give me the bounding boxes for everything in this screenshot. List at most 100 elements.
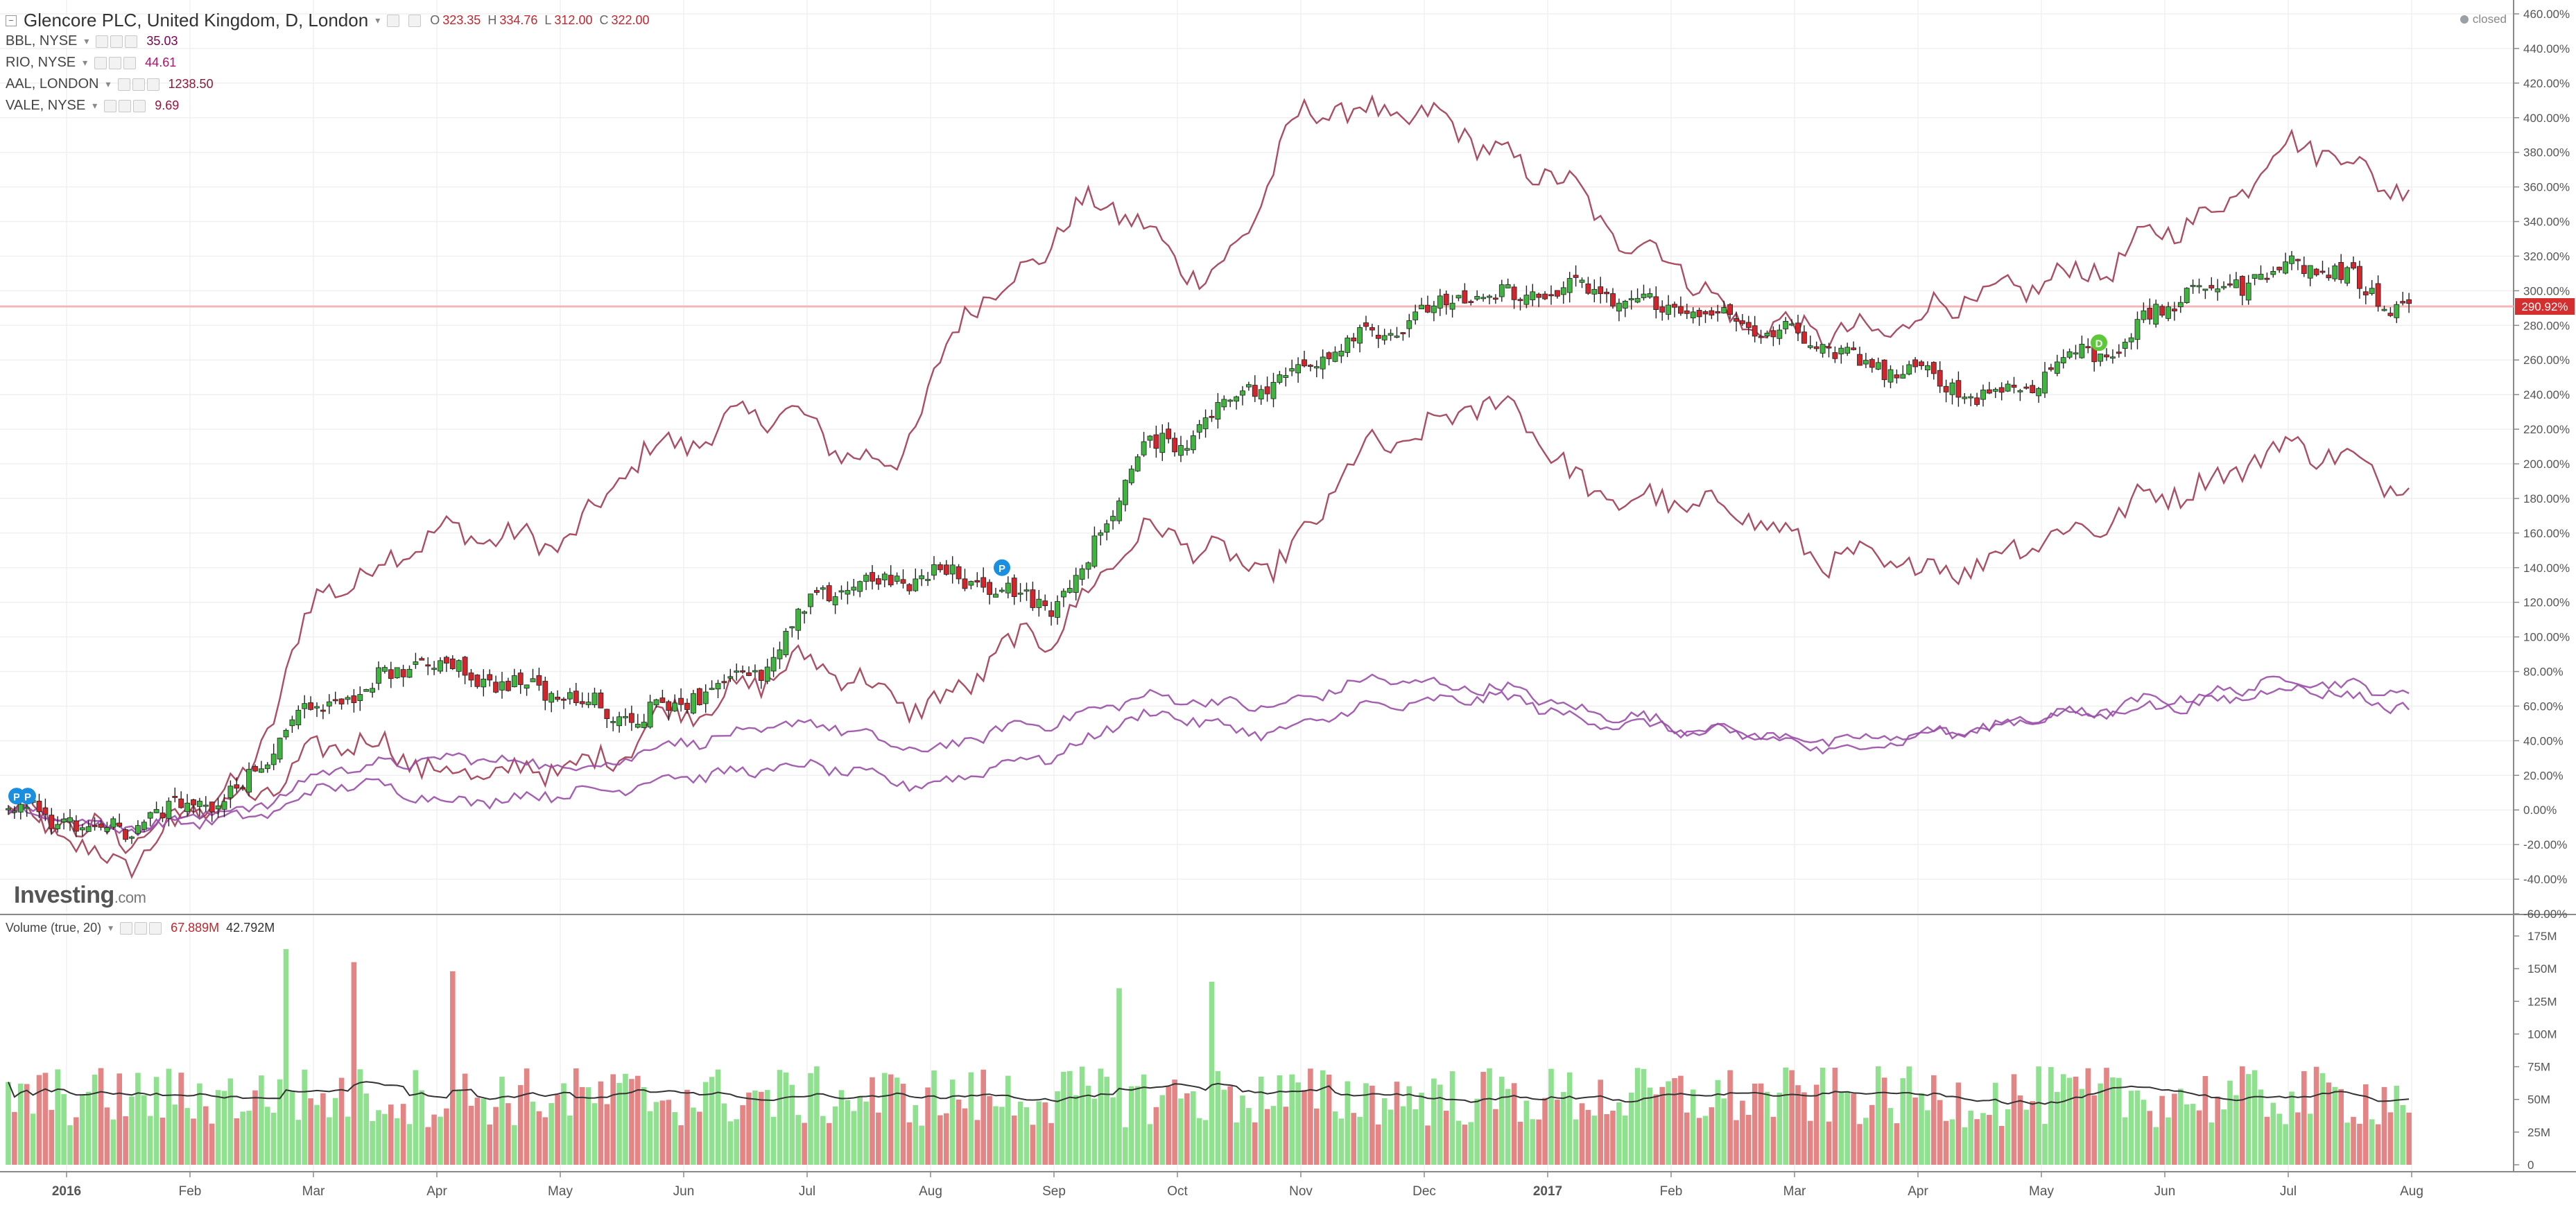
candle-body	[1425, 304, 1430, 313]
candle-body	[1437, 295, 1443, 309]
settings-icon[interactable]	[387, 14, 400, 27]
volume-bar	[2178, 1089, 2184, 1165]
candle-body	[2066, 351, 2073, 358]
candle-body	[1419, 304, 1424, 309]
volume-bar	[1826, 1121, 1832, 1165]
volume-bar	[1314, 1108, 1320, 1165]
volume-bar	[1091, 1098, 1098, 1165]
volume-bar	[1345, 1081, 1351, 1165]
volume-bar	[524, 1068, 530, 1165]
candle-body	[863, 575, 869, 582]
candle-body	[789, 626, 795, 629]
candle-body	[2048, 367, 2054, 370]
volume-bar	[1055, 1091, 1060, 1165]
candle-body	[376, 667, 381, 684]
settings-icon[interactable]	[119, 99, 132, 112]
close-icon[interactable]	[408, 14, 422, 27]
symbol-title[interactable]: Glencore PLC, United Kingdom, D, London	[24, 10, 369, 31]
visibility-icon[interactable]	[94, 56, 107, 69]
chevron-down-icon[interactable]: ▾	[83, 57, 88, 68]
compare-symbol: AAL, LONDON	[6, 76, 99, 92]
candle-body	[2344, 267, 2351, 284]
visibility-icon[interactable]	[117, 78, 130, 91]
candle-body	[1980, 390, 1986, 400]
candle-body	[1190, 435, 1196, 451]
compare-row-vale[interactable]: VALE, NYSE ▾ 9.69	[6, 98, 179, 114]
candle-body	[2073, 352, 2079, 355]
chevron-down-icon[interactable]: ▾	[108, 922, 114, 933]
volume-bar	[1178, 1098, 1184, 1165]
settings-icon[interactable]	[135, 922, 148, 935]
settings-icon[interactable]	[110, 35, 123, 48]
volume-bar	[530, 1101, 536, 1165]
close-icon[interactable]	[125, 35, 138, 48]
y-tick-label: 180.00%	[2523, 492, 2570, 505]
candle-body	[1579, 279, 1585, 283]
candle-body	[1548, 294, 1554, 297]
volume-bar	[74, 1117, 79, 1165]
compare-symbol: VALE, NYSE	[6, 98, 86, 113]
visibility-icon[interactable]	[104, 99, 117, 112]
volume-bar	[419, 1090, 425, 1165]
volume-bar	[438, 1116, 443, 1165]
volume-header[interactable]: Volume (true, 20) ▾ 67.889M 42.792M	[6, 921, 275, 935]
candle-body	[129, 836, 135, 839]
volume-bar	[1678, 1075, 1684, 1165]
dividend-marker-icon[interactable]: D	[2091, 334, 2107, 352]
candle-body	[1690, 311, 1696, 319]
candle-body	[493, 682, 499, 693]
candle-body	[1363, 322, 1369, 327]
candle-body	[1734, 318, 1739, 322]
volume-bar	[2344, 1122, 2350, 1165]
visibility-icon[interactable]	[96, 35, 109, 48]
compare-row-bbl[interactable]: BBL, NYSE ▾ 35.03	[6, 33, 178, 49]
volume-bar	[666, 1100, 672, 1165]
collapse-icon[interactable]: −	[6, 15, 17, 26]
compare-symbol: BBL, NYSE	[6, 33, 78, 49]
candle-body	[2239, 276, 2245, 296]
event-marker-icon[interactable]: P	[994, 559, 1010, 576]
event-marker-icon[interactable]: P	[19, 788, 36, 805]
volume-bar	[1777, 1093, 1783, 1165]
volume-bar	[851, 1111, 857, 1165]
chevron-down-icon[interactable]: ▾	[84, 35, 89, 46]
volume-bar	[659, 1100, 666, 1165]
candle-body	[925, 579, 931, 581]
volume-bar	[209, 1123, 215, 1165]
volume-bar	[1381, 1098, 1388, 1165]
candle-body	[431, 668, 437, 670]
volume-bar	[2394, 1086, 2400, 1165]
candle-body	[2270, 270, 2276, 275]
x-tick-label: Aug	[919, 1184, 942, 1199]
compare-row-rio[interactable]: RIO, NYSE ▾ 44.61	[6, 55, 176, 71]
chevron-down-icon[interactable]: ▾	[105, 78, 111, 89]
close-icon[interactable]	[146, 78, 159, 91]
candle-body	[2023, 386, 2030, 389]
candle-body	[1598, 286, 1604, 295]
compare-row-aal[interactable]: AAL, LONDON ▾ 1238.50	[6, 76, 214, 92]
settings-icon[interactable]	[109, 56, 122, 69]
candle-body	[1116, 501, 1122, 521]
close-icon[interactable]	[133, 99, 146, 112]
visibility-icon[interactable]	[120, 922, 133, 935]
volume-bar	[240, 1111, 245, 1165]
candle-body	[937, 564, 943, 571]
volume-bar	[1308, 1068, 1313, 1165]
settings-icon[interactable]	[132, 78, 145, 91]
chevron-down-icon[interactable]: ▾	[92, 100, 98, 111]
candle-body	[1178, 445, 1184, 456]
close-icon[interactable]	[123, 56, 137, 69]
candle-body	[2054, 361, 2060, 374]
volume-bar	[1925, 1110, 1930, 1165]
volume-bar	[1277, 1075, 1283, 1165]
volume-bar	[925, 1087, 931, 1165]
volume-bar	[61, 1094, 67, 1165]
volume-bar	[1302, 1090, 1307, 1165]
volume-bar	[2301, 1070, 2307, 1165]
chevron-down-icon[interactable]: ▾	[375, 15, 381, 26]
volume-bar	[2332, 1086, 2338, 1165]
candle-body	[2356, 266, 2362, 289]
close-icon[interactable]	[149, 922, 162, 935]
volume-bar	[474, 1098, 481, 1165]
